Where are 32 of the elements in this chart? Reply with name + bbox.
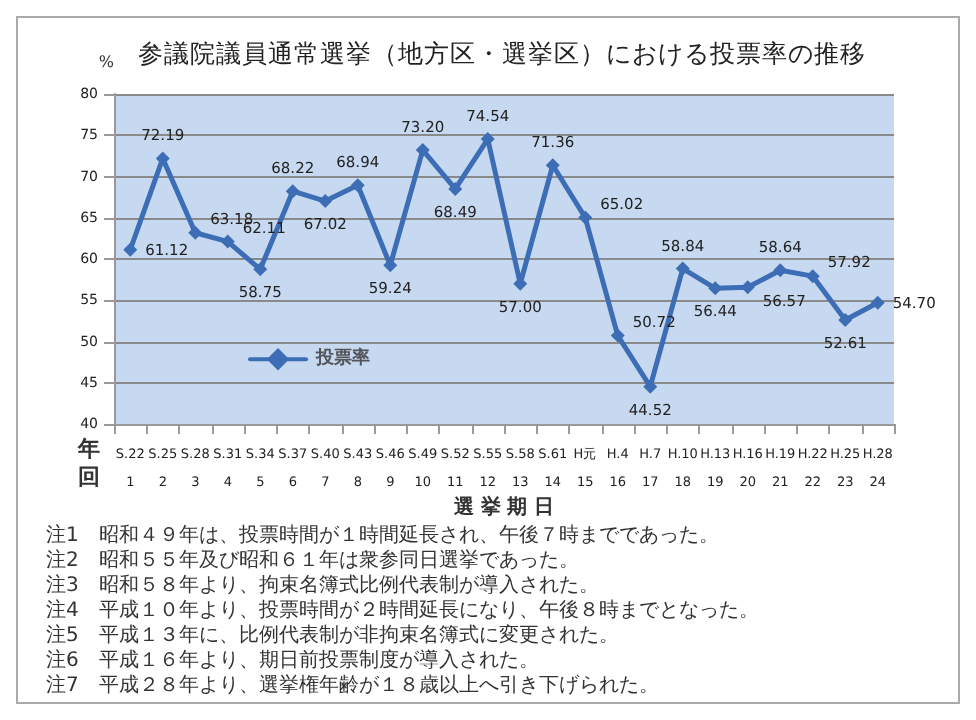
- point: [838, 312, 853, 327]
- point: [578, 210, 593, 225]
- chart-title: 参議院議員通常選挙（地方区・選挙区）における投票率の推移: [138, 38, 866, 68]
- point: [448, 181, 463, 196]
- text: 注5 平成１３年に、比例代表制が非拘束名簿式に変更された。: [46, 623, 619, 647]
- point: [643, 379, 658, 394]
- point: [220, 234, 235, 249]
- text: 回: [78, 464, 100, 490]
- text: 年: [76, 436, 100, 462]
- point: [350, 178, 365, 193]
- point: [773, 263, 788, 278]
- point: [285, 184, 300, 199]
- text: 注3 昭和５８年より、拘束名簿式比例代表制が導入された。: [46, 573, 599, 597]
- text: 注4 平成１０年より、投票時間が２時間延長になり、午後８時までとなった。: [46, 598, 759, 622]
- point: [708, 281, 723, 296]
- point: [675, 261, 690, 276]
- text: 注7 平成２８年より、選挙権年齢が１８歳以上へ引き下げられた。: [46, 673, 659, 697]
- point: [545, 158, 560, 173]
- x-axis-title: 選 挙 期 日: [451, 494, 555, 519]
- point: [188, 225, 203, 240]
- point: [123, 242, 138, 257]
- text: 注2 昭和５５年及び昭和６１年は衆参同日選挙であった。: [46, 548, 579, 572]
- point: [610, 328, 625, 343]
- text: 注6 平成１６年より、期日前投票制度が導入された。: [46, 648, 539, 672]
- point: [805, 269, 820, 284]
- legend-label: 投票率: [314, 347, 370, 370]
- point: [318, 194, 333, 209]
- point: [415, 143, 430, 158]
- point: [253, 262, 268, 277]
- text: 注1 昭和４９年は、投票時間が１時間延長され、午後７時までであった。: [46, 523, 719, 547]
- y-axis-title: %: [98, 53, 115, 71]
- point: [870, 295, 885, 310]
